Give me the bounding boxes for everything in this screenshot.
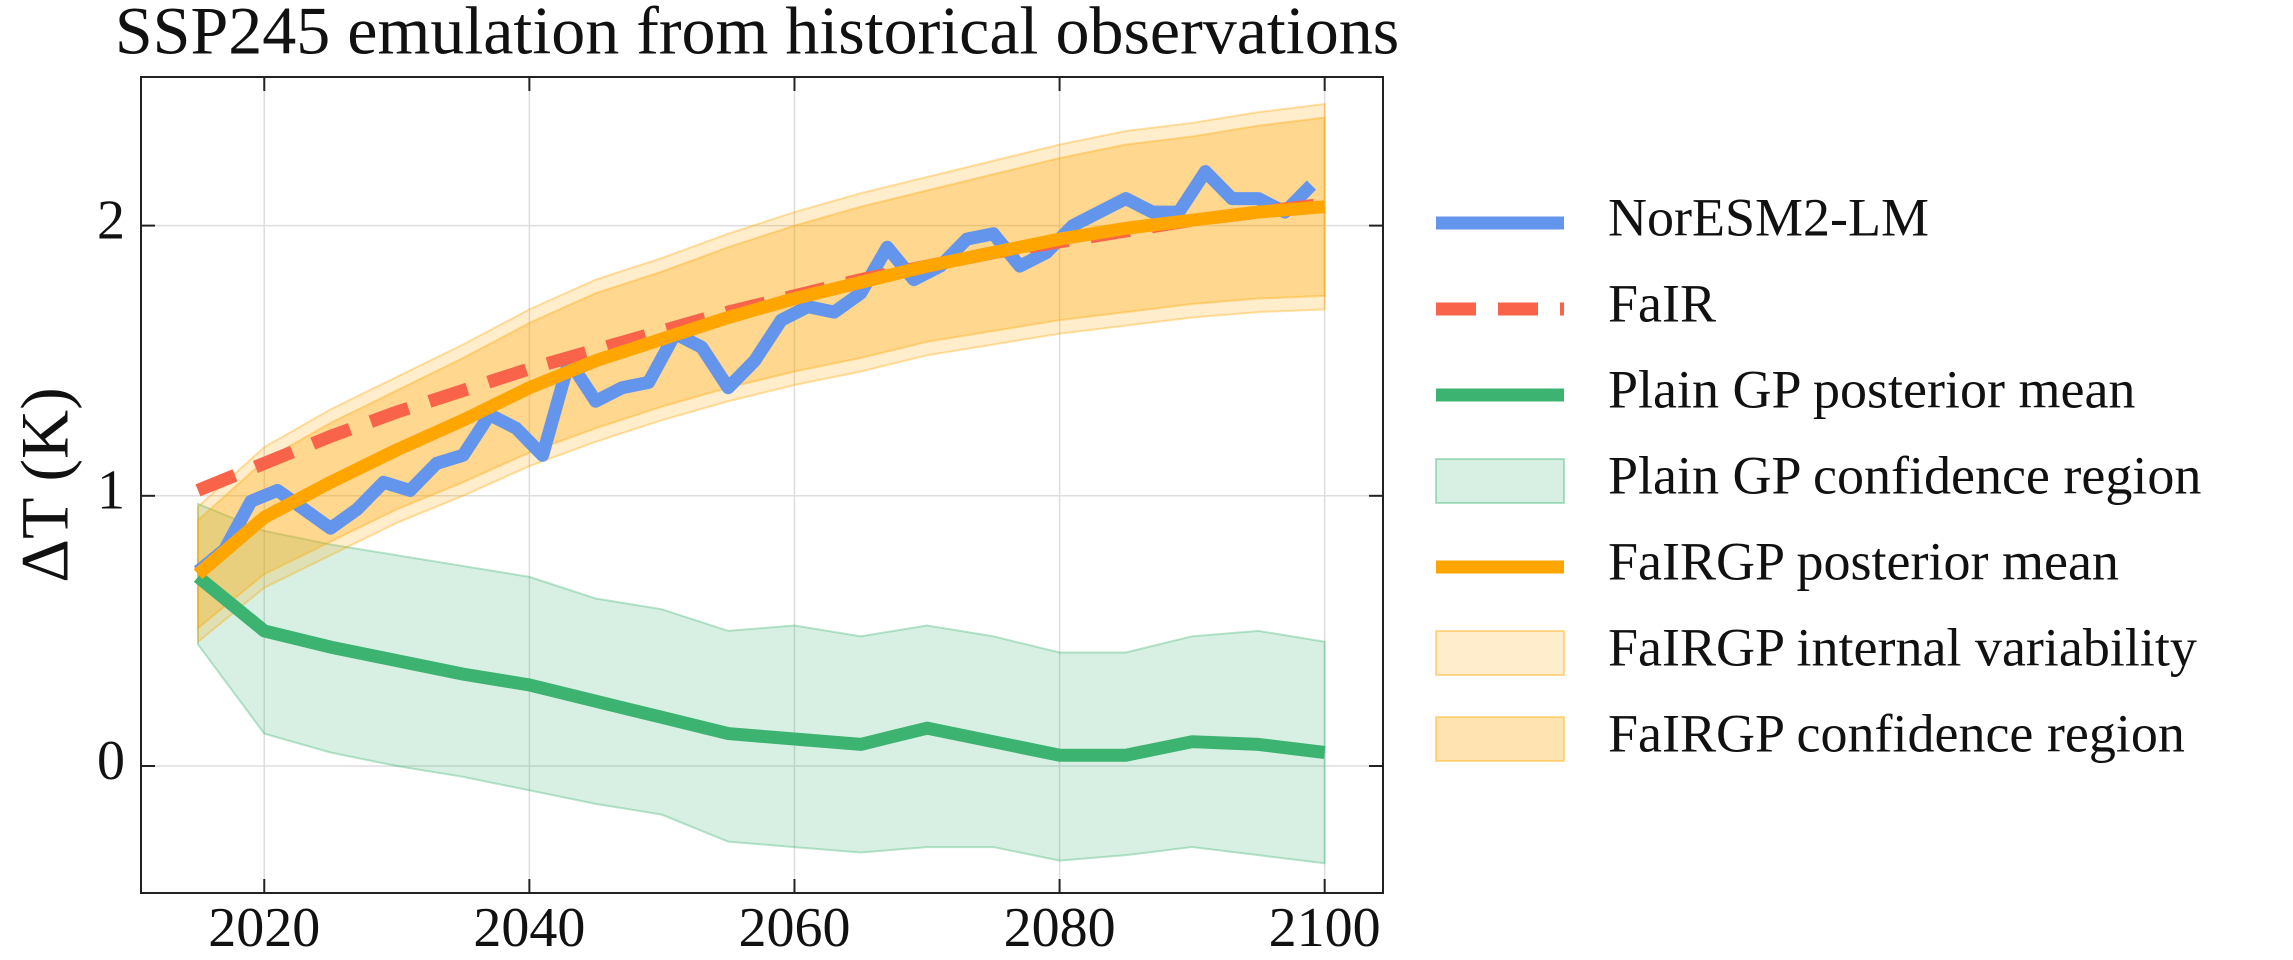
y-tick-label: 1 — [97, 460, 125, 522]
legend-label: Plain GP posterior mean — [1608, 359, 2135, 419]
x-tick-label: 2060 — [738, 897, 850, 959]
legend-label: FaIR — [1608, 273, 1716, 333]
legend-swatch — [1435, 458, 1565, 504]
line — [193, 165, 1317, 577]
legend-label: FaIRGP confidence region — [1608, 703, 2185, 763]
plot-area — [193, 102, 1326, 865]
y-tick-label: 2 — [97, 189, 125, 251]
x-tick-label: 2020 — [208, 897, 320, 959]
legend-label: Plain GP confidence region — [1608, 445, 2201, 505]
line — [193, 200, 1326, 580]
band — [196, 502, 1326, 865]
x-tick-label: 2100 — [1269, 897, 1381, 959]
legend-label: FaIRGP posterior mean — [1608, 531, 2119, 591]
chart-title: SSP245 emulation from historical observa… — [115, 0, 1399, 69]
y-axis-label: ΔT (K) — [7, 387, 83, 582]
x-tick-label: 2080 — [1004, 897, 1116, 959]
plot-frame — [140, 76, 1384, 894]
x-tick-label: 2040 — [473, 897, 585, 959]
legend-label: FaIRGP internal variability — [1608, 617, 2197, 677]
legend-swatch — [1435, 716, 1565, 762]
line — [193, 571, 1326, 762]
legend-swatch — [1435, 630, 1565, 676]
legend-label: NorESM2-LM — [1608, 187, 1929, 247]
y-tick-label: 0 — [97, 730, 125, 792]
